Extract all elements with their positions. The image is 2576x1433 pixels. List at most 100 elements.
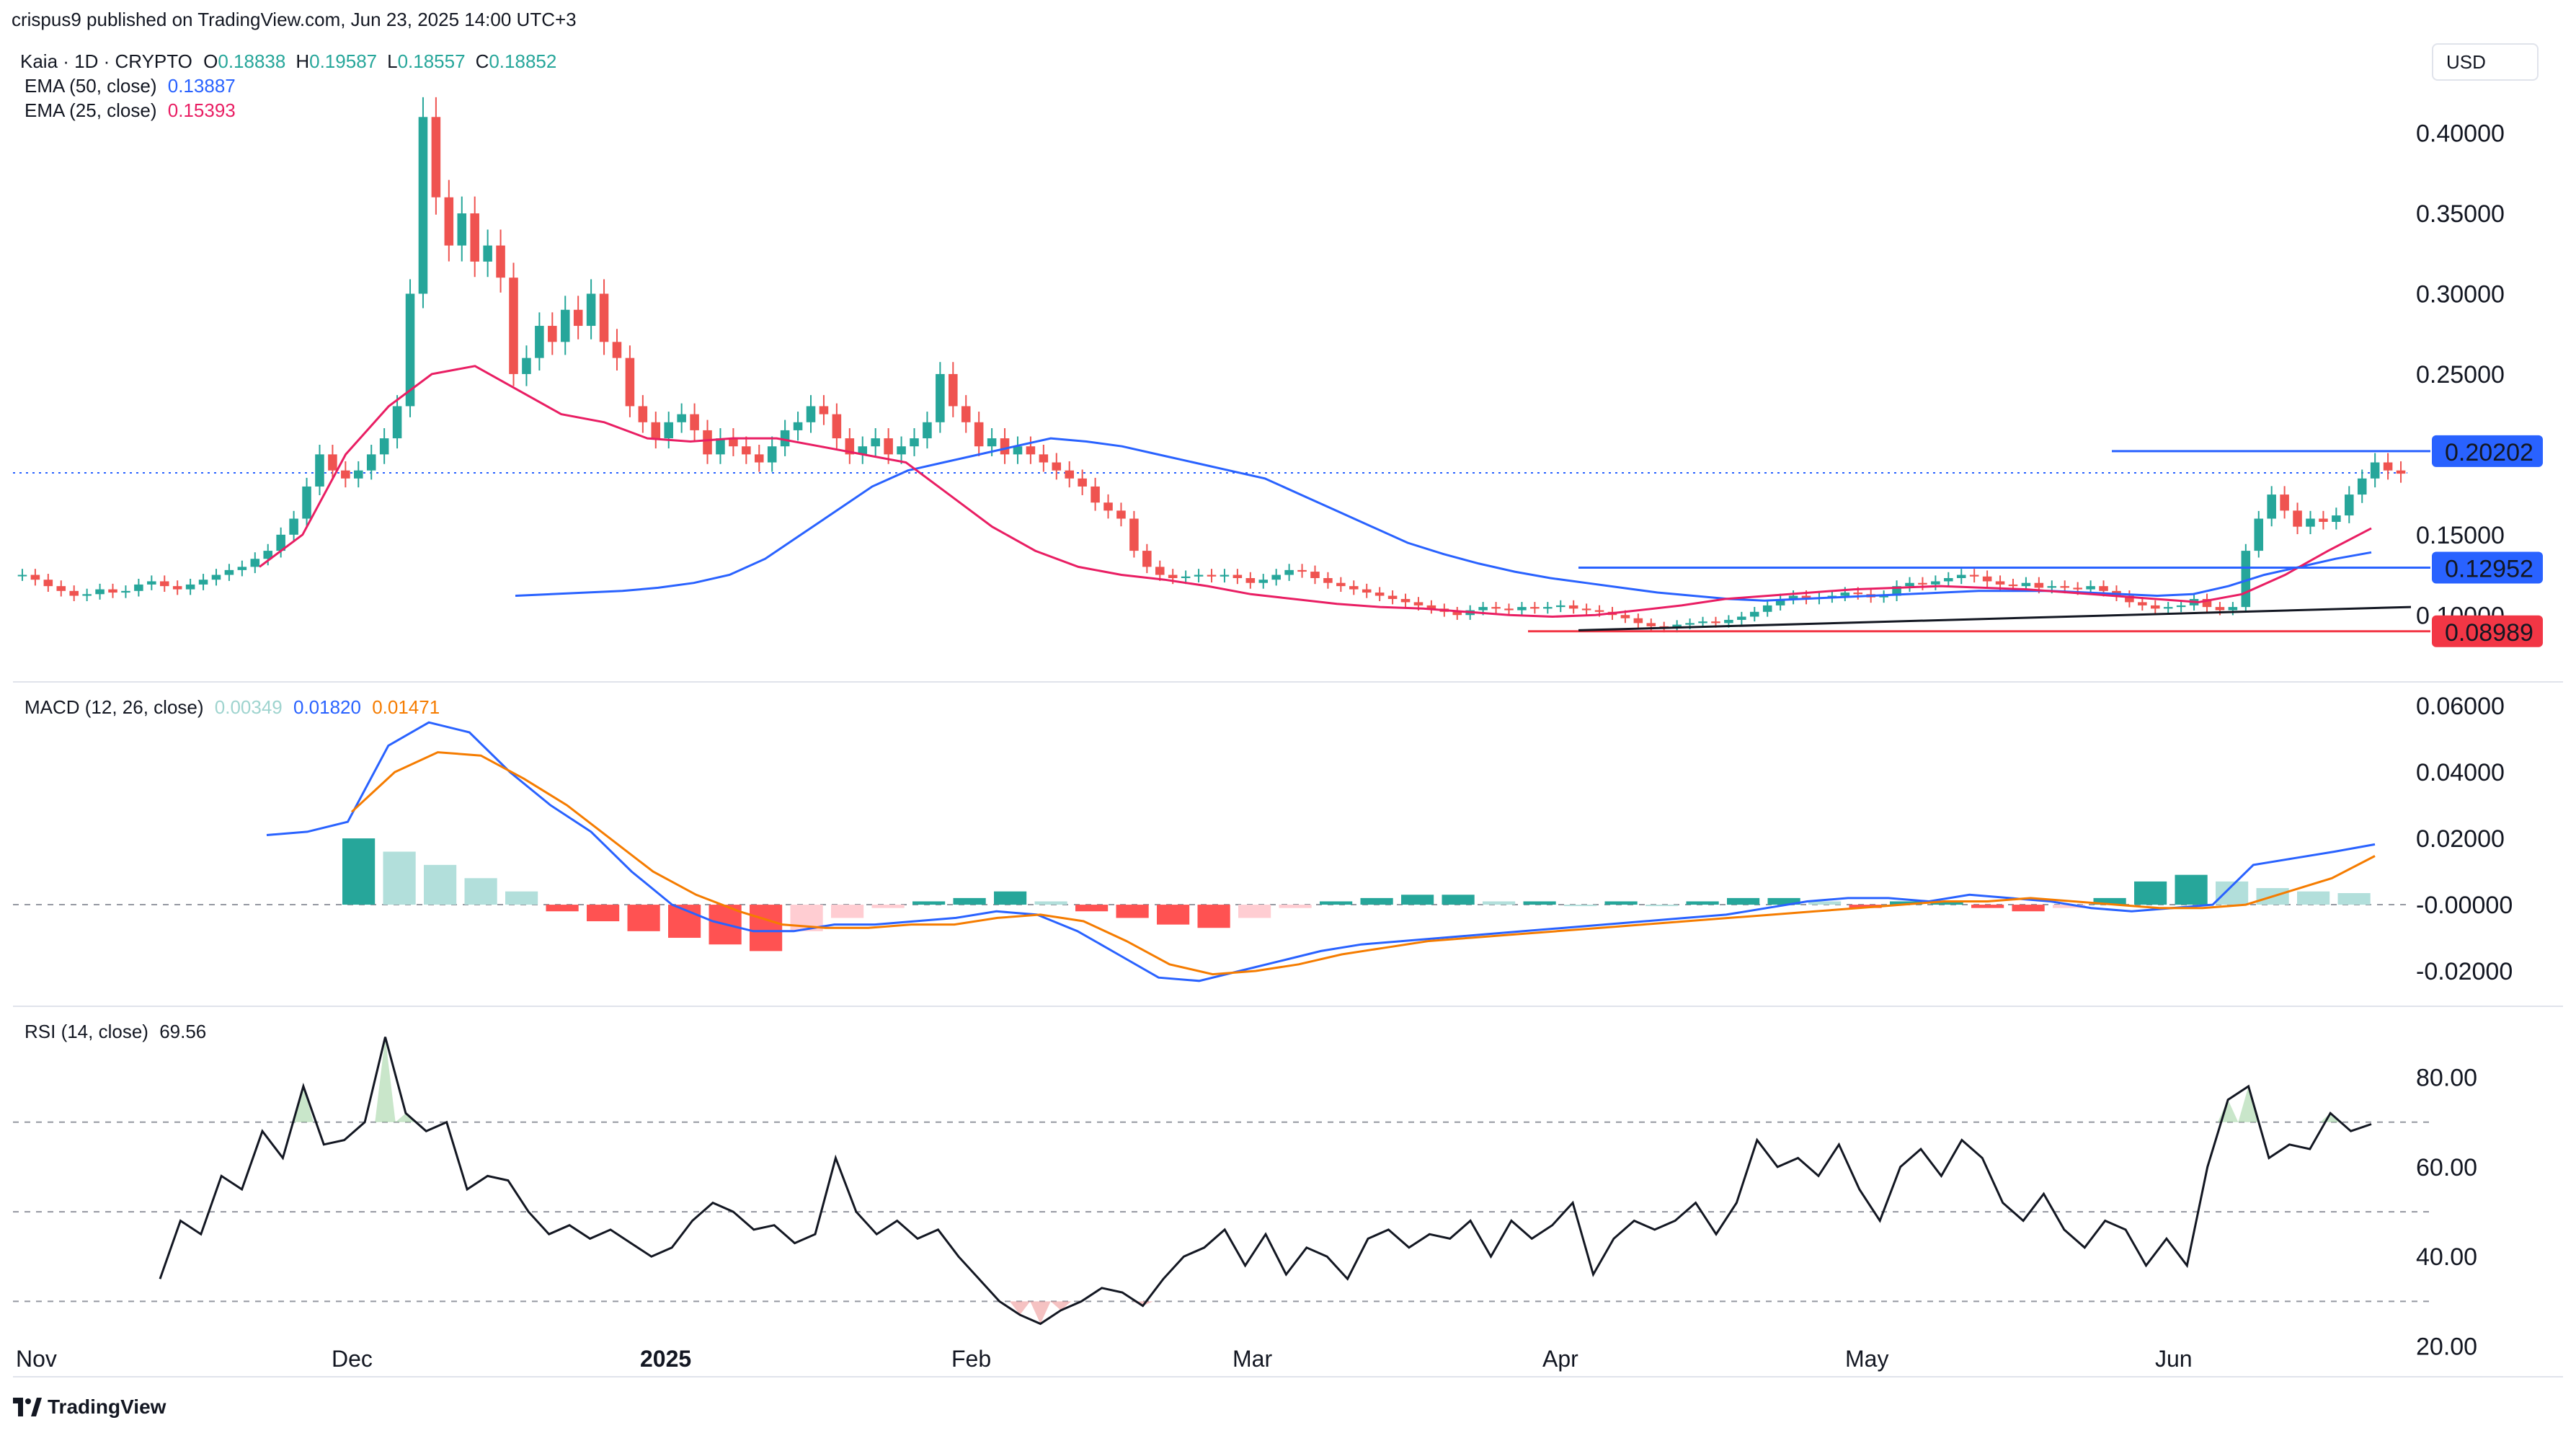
candle-body — [1555, 605, 1565, 608]
currency-button[interactable]: USD — [2432, 43, 2539, 81]
candle-body — [1853, 593, 1863, 595]
candle-body — [2306, 518, 2315, 527]
macd-histogram-bar — [1727, 897, 1760, 905]
macd-histogram-bar — [1971, 905, 2004, 908]
ema50-legend[interactable]: EMA (50, close) 0.13887 — [25, 75, 241, 97]
macd-histogram-bar — [2053, 905, 2086, 908]
macd-histogram-bar — [1401, 895, 1434, 905]
candle-body — [2138, 602, 2147, 605]
ohlc-key-h: H — [296, 50, 310, 72]
candle-body — [1194, 574, 1204, 577]
candle-body — [405, 293, 415, 407]
ohlc-values: O0.18838 H0.19587 L0.18557 C0.18852 — [203, 50, 567, 72]
candle-body — [1065, 470, 1074, 479]
macd-histogram-bar — [1483, 901, 1516, 905]
candle-body — [1491, 607, 1501, 609]
ohlc-value-o: 0.18838 — [218, 50, 286, 72]
candle-body — [780, 430, 790, 447]
candle-body — [1956, 574, 1966, 578]
candle-body — [328, 454, 337, 471]
macd-line — [266, 721, 2376, 982]
price-label-range-top: 0.12952 — [2445, 555, 2533, 582]
candle-body — [1594, 610, 1604, 612]
candle-body — [108, 589, 117, 593]
candle-body — [1762, 605, 1772, 612]
macd-histogram-bar — [831, 905, 864, 918]
candle-body — [2280, 494, 2289, 511]
macd-histogram-bar — [2297, 891, 2330, 905]
candle-body — [599, 293, 609, 342]
candle-body — [573, 309, 583, 327]
ema50-label: EMA (50, close) — [25, 75, 157, 97]
price-tick-label: 0.35000 — [2416, 200, 2505, 228]
candle-body — [2383, 462, 2393, 471]
candle-body — [1711, 621, 1720, 624]
candle-body — [1129, 518, 1139, 551]
candle-body — [884, 438, 893, 455]
macd-histogram-bar — [2337, 893, 2371, 905]
candle-body — [1905, 582, 1914, 587]
macd-histogram-bar — [1767, 897, 1800, 905]
candle-body — [936, 373, 945, 422]
candle-body — [1413, 602, 1424, 605]
time-tick-label: Feb — [951, 1346, 991, 1372]
macd-histogram-bar — [1808, 901, 1842, 905]
candle-body — [289, 518, 298, 535]
candle-body — [961, 406, 971, 422]
macd-tick-label: -0.02000 — [2416, 958, 2513, 985]
candle-body — [2163, 607, 2173, 609]
candle-body — [1918, 582, 1927, 585]
candle-body — [1620, 615, 1630, 618]
ema50-line — [515, 437, 2372, 602]
macd-histogram-bar — [2175, 874, 2208, 905]
rsi-tick-label: 80.00 — [2416, 1065, 2477, 1092]
candle-body — [43, 580, 53, 587]
candle-body — [2125, 595, 2134, 603]
rsi-overbought-fill — [375, 1037, 396, 1122]
candle-body — [1995, 581, 2005, 585]
candle-body — [1220, 574, 1230, 577]
candle-body — [1969, 574, 1979, 577]
candle-body — [1530, 607, 1540, 609]
candle-body — [664, 422, 674, 439]
candle-body — [470, 213, 479, 262]
ema25-value: 0.15393 — [167, 99, 236, 121]
candle-body — [211, 574, 221, 580]
candle-body — [1685, 623, 1695, 625]
time-tick-label: Jun — [2155, 1346, 2193, 1372]
candle-body — [2176, 605, 2186, 608]
rsi-overbought-fill — [2238, 1086, 2259, 1122]
candle-body — [147, 581, 156, 585]
candle-body — [845, 438, 855, 455]
candle-body — [315, 454, 324, 487]
candle-body — [535, 326, 544, 358]
candle-body — [1504, 608, 1514, 611]
candle-body — [2150, 605, 2160, 609]
macd-histogram-bar — [464, 878, 497, 905]
ema25-legend[interactable]: EMA (25, close) 0.15393 — [25, 99, 241, 122]
time-tick-label: Nov — [16, 1346, 57, 1372]
candle-body — [677, 414, 686, 422]
candle-body — [483, 245, 492, 262]
candle-body — [1374, 593, 1385, 596]
candle-body — [1633, 618, 1643, 624]
macd-legend[interactable]: MACD (12, 26, close) 0.00349 0.01820 0.0… — [25, 696, 445, 719]
macd-histogram-bar — [1320, 901, 1353, 905]
rsi-oversold-fill — [1009, 1301, 1031, 1316]
candle-body — [2293, 510, 2302, 527]
candle-body — [638, 406, 648, 422]
macd-histogram-bar — [1197, 905, 1230, 928]
rsi-legend[interactable]: RSI (14, close) 69.56 — [25, 1021, 212, 1043]
candle-body — [1039, 454, 1049, 463]
candle-body — [457, 213, 467, 246]
candle-body — [1452, 611, 1462, 616]
symbol-title[interactable]: Kaia · 1D · CRYPTO — [20, 50, 192, 72]
time-tick-label: Dec — [332, 1346, 373, 1372]
macd-histogram-bar — [1930, 901, 1963, 905]
macd-histogram-bar — [424, 864, 457, 905]
candle-body — [2254, 518, 2264, 551]
candle-body — [17, 574, 27, 577]
candle-body — [1052, 462, 1062, 471]
candle-body — [2215, 607, 2225, 611]
